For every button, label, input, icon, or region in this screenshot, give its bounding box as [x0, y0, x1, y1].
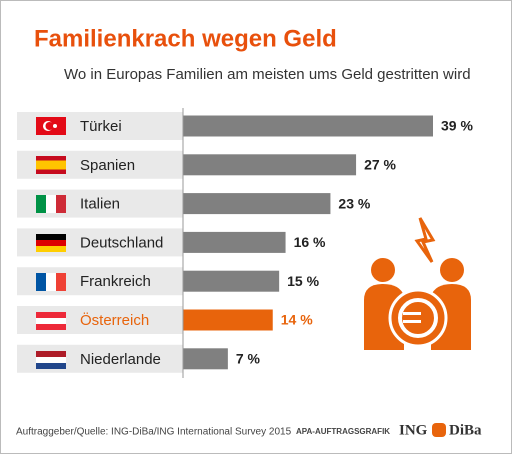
- value-label: 7 %: [236, 351, 261, 367]
- category-label: Spanien: [80, 157, 135, 174]
- category-label: Niederlande: [80, 351, 161, 368]
- logo-lion: [432, 423, 446, 437]
- chart-subtitle: Wo in Europas Familien am meisten ums Ge…: [64, 66, 471, 83]
- agency: APA-AUFTRAGSGRAFIK: [296, 427, 390, 436]
- flag-fr: [36, 273, 66, 291]
- category-label: Italien: [80, 196, 120, 213]
- category-label: Türkei: [80, 118, 122, 135]
- value-label: 14 %: [281, 312, 313, 328]
- flag-at: [36, 312, 66, 330]
- value-label: 27 %: [364, 157, 396, 173]
- flag-de: [36, 234, 66, 252]
- bar: [183, 231, 286, 253]
- logo-left: ING: [399, 422, 428, 438]
- bar: [183, 309, 273, 331]
- flag-it: [36, 195, 66, 213]
- bar: [183, 270, 280, 292]
- value-label: 15 %: [287, 273, 319, 289]
- value-label: 16 %: [294, 234, 326, 250]
- bar: [183, 348, 228, 370]
- value-label: 23 %: [338, 195, 370, 211]
- icon: [364, 217, 471, 350]
- bar: [183, 115, 433, 137]
- flags: [36, 117, 66, 369]
- bar: [183, 193, 331, 215]
- logo-right: DiBa: [449, 422, 482, 438]
- category-label: Österreich: [80, 311, 149, 329]
- flag-nl: [36, 351, 66, 369]
- source: Auftraggeber/Quelle: ING-DiBa/ING Intern…: [16, 427, 292, 438]
- category-label: Frankreich: [80, 273, 151, 290]
- value-label: 39 %: [441, 118, 473, 134]
- category-label: Deutschland: [80, 234, 163, 251]
- flag-tr: [36, 117, 66, 135]
- bar: [183, 154, 357, 176]
- chart-title: Familienkrach wegen Geld: [34, 25, 337, 52]
- rows: Türkei 39 % Spanien 27 % Italien 23 % Deutschl…: [17, 112, 473, 373]
- flag-es: [36, 156, 66, 174]
